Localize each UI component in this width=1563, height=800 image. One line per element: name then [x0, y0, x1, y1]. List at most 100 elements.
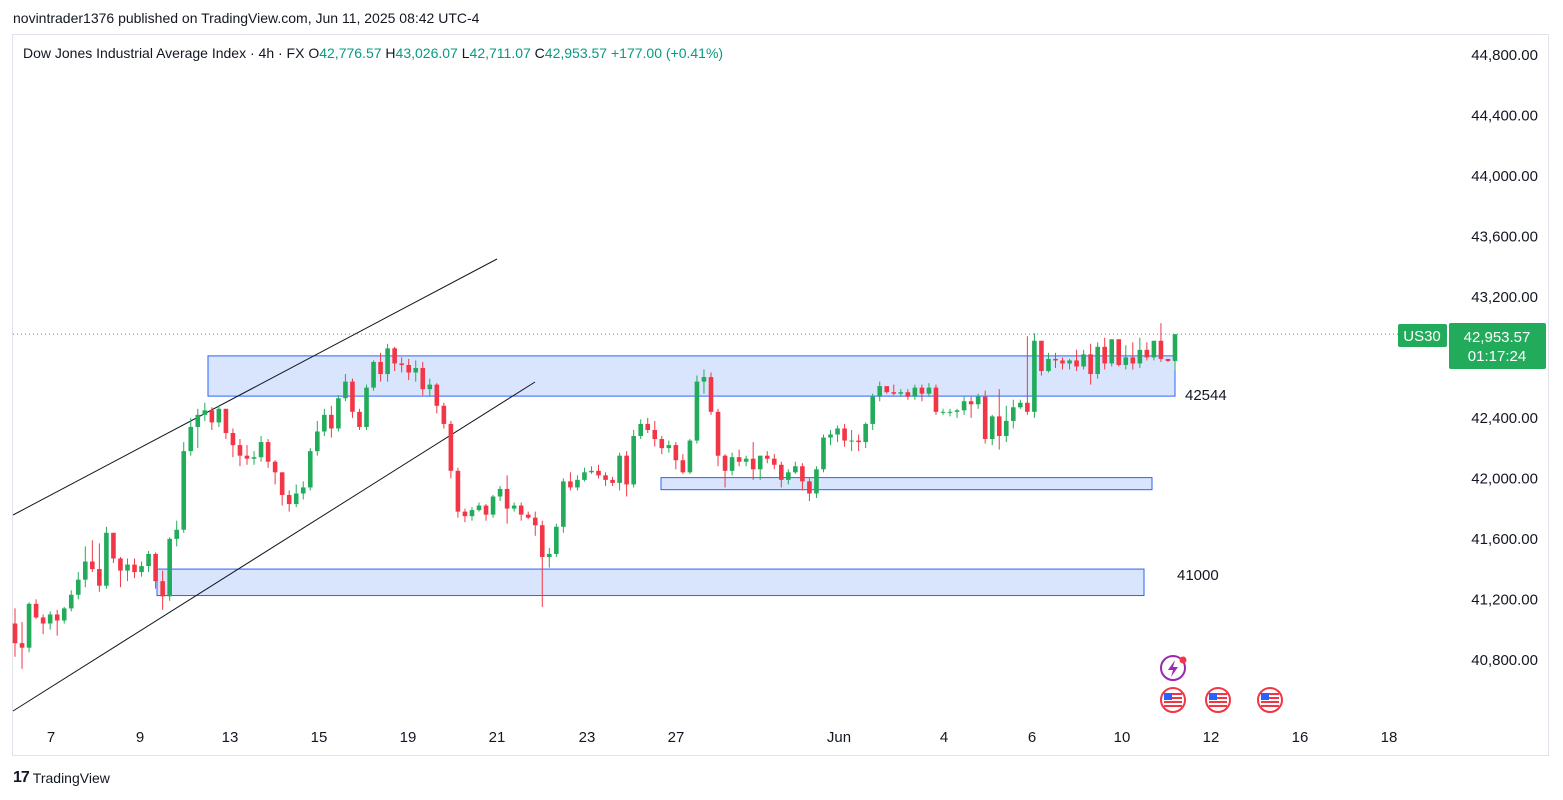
price-zone[interactable]: [156, 568, 1145, 597]
x-tick-label: 16: [1292, 729, 1309, 746]
candle: [750, 442, 756, 480]
candle: [1151, 340, 1157, 361]
price-tag-price-bg: [1449, 323, 1546, 369]
time-axis[interactable]: 7 9 13 15 19 21 23 27 Jun 4 6 10 12 16 18: [47, 729, 1398, 746]
candle: [427, 378, 433, 397]
x-tick-label: 13: [222, 729, 239, 746]
candle: [596, 464, 601, 479]
candle: [933, 384, 939, 415]
candle: [835, 425, 840, 443]
candle: [652, 420, 658, 447]
lightning-event-icon[interactable]: [1160, 655, 1187, 681]
candle: [673, 442, 679, 470]
candle: [209, 407, 215, 430]
candle: [554, 523, 559, 557]
candle: [1165, 358, 1171, 362]
candle: [547, 547, 552, 568]
candle: [258, 436, 264, 462]
x-tick-label: 6: [1028, 729, 1036, 746]
price-zone[interactable]: [660, 477, 1153, 491]
legend-high-label: H: [385, 45, 396, 61]
candle: [905, 389, 911, 400]
us-flag-event-icon[interactable]: [1257, 687, 1283, 713]
candle: [272, 460, 278, 485]
candle: [877, 381, 883, 402]
legend-low: 42,711.07: [469, 45, 531, 61]
price-tag-symbol-bg: [1398, 324, 1447, 347]
us-flag-event-icon[interactable]: [1205, 687, 1231, 713]
candle: [90, 540, 95, 573]
candle: [912, 384, 918, 400]
candle: [265, 439, 271, 468]
legend-symbol[interactable]: Dow Jones Industrial Average Index · 4h …: [23, 45, 305, 61]
channel-upper-line[interactable]: [12, 258, 498, 516]
candle: [582, 467, 587, 482]
candle: [434, 383, 440, 414]
candle: [54, 609, 60, 636]
candle: [68, 590, 74, 612]
candle: [1081, 349, 1086, 370]
candle: [975, 393, 981, 409]
candle: [251, 451, 257, 465]
chart-frame: [12, 34, 1549, 756]
support-resistance-zones: 42544 41000: [156, 355, 1227, 597]
candle: [160, 570, 165, 610]
candle: [497, 485, 503, 502]
candle: [919, 384, 925, 402]
y-tick-label: 40,800.00: [1471, 652, 1538, 669]
candle: [779, 461, 784, 488]
candle: [793, 461, 798, 474]
candle: [202, 402, 208, 421]
candle: [139, 561, 144, 577]
us-flag-event-icon[interactable]: [1160, 687, 1186, 713]
y-tick-label: 42,400.00: [1471, 410, 1538, 427]
legend-open: 42,776.57: [319, 45, 382, 61]
candle: [125, 558, 130, 582]
candle: [462, 508, 468, 523]
channel-lower-line[interactable]: [12, 381, 536, 712]
candle: [448, 420, 454, 479]
price-axis[interactable]: 44,800.00 44,400.00 44,000.00 43,600.00 43,2…: [1471, 47, 1538, 669]
candle: [961, 396, 967, 415]
price-tag-price: 42,953.57: [1464, 329, 1531, 346]
tradingview-logo[interactable]: 17 TradingView: [13, 769, 110, 787]
candle: [575, 475, 580, 491]
candle: [322, 408, 327, 437]
legend-close-label: C: [534, 45, 545, 61]
candle: [1109, 339, 1115, 367]
candle: [863, 422, 868, 449]
candle: [504, 475, 510, 524]
candle: [378, 352, 383, 382]
event-markers: [1160, 655, 1283, 713]
candle: [1116, 339, 1122, 367]
price-zone[interactable]: [207, 355, 1176, 397]
candle: [483, 504, 489, 521]
candle: [104, 526, 109, 589]
candle: [33, 599, 39, 619]
price-tag: US30 42,953.57 01:17:24: [1398, 323, 1546, 369]
tradingview-brand: TradingView: [32, 770, 110, 786]
candle: [1172, 334, 1178, 371]
candle: [111, 532, 116, 564]
candle: [132, 558, 137, 579]
candle: [989, 414, 995, 446]
candle: [75, 572, 81, 600]
candle: [1025, 336, 1030, 415]
candle: [371, 360, 376, 391]
y-tick-label: 44,000.00: [1471, 168, 1538, 185]
candle: [954, 408, 960, 418]
candle: [1003, 405, 1009, 443]
candle: [167, 537, 172, 601]
candle: [736, 449, 742, 467]
candle: [870, 393, 875, 430]
y-tick-label: 43,600.00: [1471, 228, 1538, 245]
candle: [469, 507, 475, 521]
candle: [216, 405, 222, 427]
candle: [146, 550, 151, 573]
candle: [300, 481, 306, 500]
candle: [743, 455, 749, 467]
candle: [694, 375, 700, 444]
candle: [195, 408, 201, 449]
x-tick-label: 4: [940, 729, 948, 746]
